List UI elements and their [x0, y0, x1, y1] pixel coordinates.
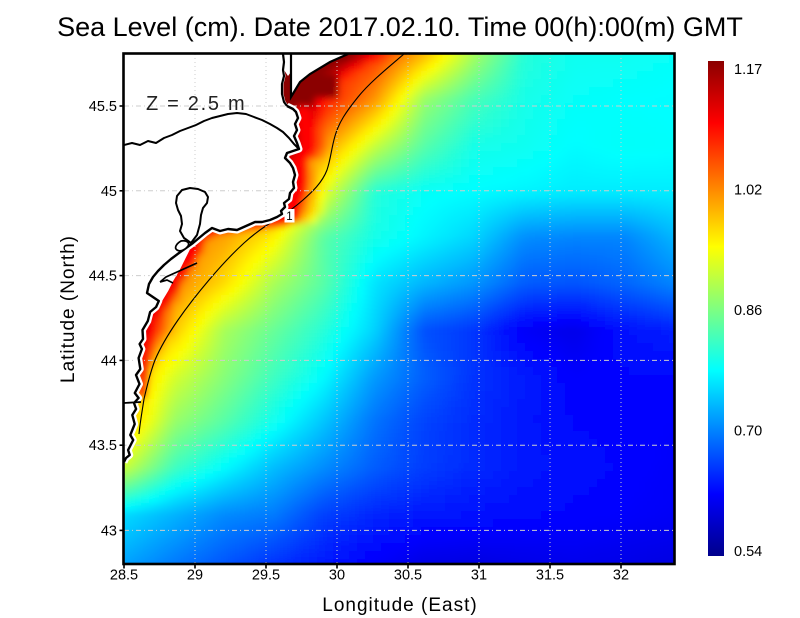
- svg-text:30: 30: [329, 568, 345, 584]
- svg-text:31: 31: [471, 568, 487, 584]
- svg-text:29: 29: [187, 568, 203, 584]
- svg-text:32: 32: [613, 568, 629, 584]
- svg-text:28.5: 28.5: [110, 568, 138, 584]
- svg-text:29.5: 29.5: [252, 568, 280, 584]
- svg-text:30.5: 30.5: [394, 568, 422, 584]
- svg-text:45.5: 45.5: [89, 99, 117, 115]
- svg-text:31.5: 31.5: [536, 568, 564, 584]
- svg-text:1: 1: [286, 211, 292, 223]
